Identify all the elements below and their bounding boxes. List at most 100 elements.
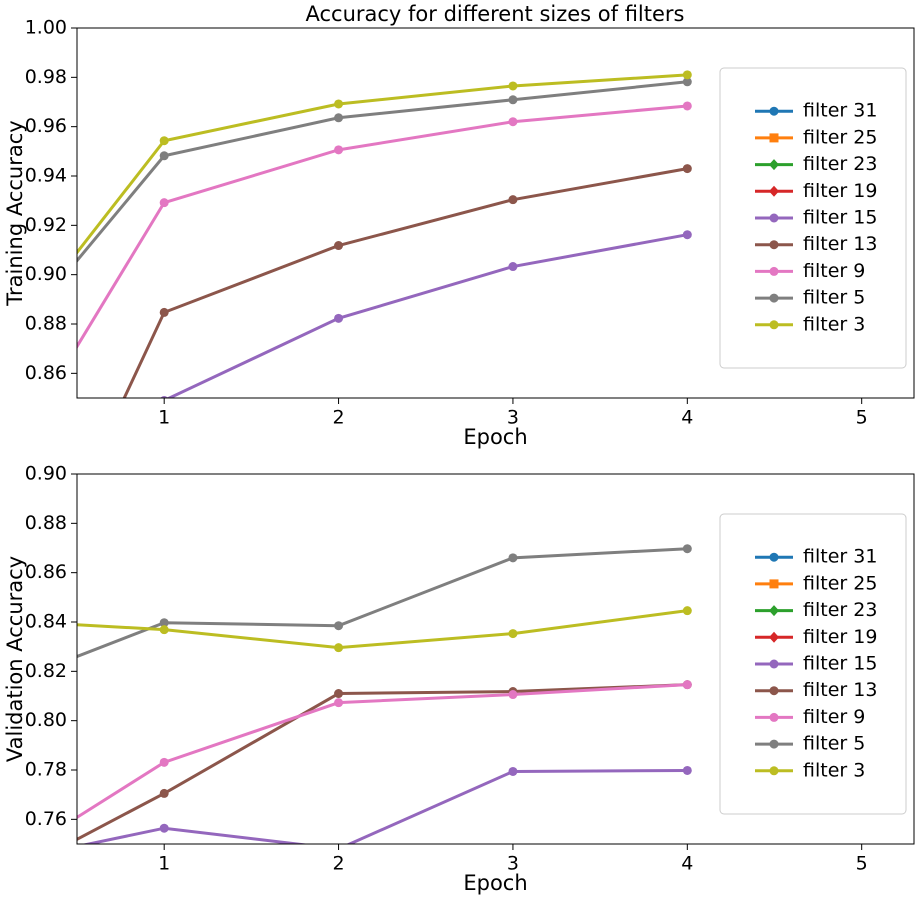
marker: [508, 262, 518, 272]
marker: [769, 605, 779, 617]
marker: [769, 159, 779, 171]
marker: [682, 765, 692, 775]
marker: [769, 293, 779, 303]
y-tick-label: 0.92: [25, 214, 67, 236]
marker: [769, 659, 779, 669]
marker: [334, 99, 344, 109]
marker: [769, 240, 779, 250]
legend-label: filter 23: [803, 153, 877, 175]
marker: [508, 95, 518, 105]
legend-box: [719, 513, 907, 815]
marker: [159, 625, 169, 635]
marker: [159, 823, 169, 833]
x-tick-label: 2: [333, 407, 345, 429]
y-tick-label: 1.00: [25, 17, 67, 39]
x-tick-label: 1: [158, 853, 170, 875]
x-tick-label: 5: [856, 407, 868, 429]
legend-label: filter 13: [803, 233, 877, 255]
marker: [508, 195, 518, 205]
series-line: [77, 609, 688, 650]
marker: [769, 106, 779, 116]
axes-frame: [76, 27, 915, 399]
marker: [769, 712, 779, 722]
series-line: [77, 547, 688, 659]
legend-label: filter 15: [803, 207, 877, 229]
x-tick-label: 3: [507, 853, 519, 875]
marker: [769, 185, 779, 197]
y-axis-label: Validation Accuracy: [3, 556, 27, 762]
legend-label: filter 23: [803, 599, 877, 621]
marker: [334, 621, 344, 631]
marker: [769, 739, 779, 749]
plot-area: [77, 70, 692, 398]
marker: [769, 766, 779, 776]
chart-title: Accuracy for different sizes of filters: [305, 2, 684, 26]
marker: [334, 313, 344, 323]
marker: [769, 631, 779, 643]
x-tick-label: 3: [507, 407, 519, 429]
marker: [159, 136, 169, 146]
axes-frame: [76, 473, 915, 845]
marker: [682, 544, 692, 554]
marker: [334, 145, 344, 155]
marker: [508, 690, 518, 700]
marker: [682, 606, 692, 616]
y-tick-label: 0.82: [25, 660, 67, 682]
legend-label: filter 25: [803, 126, 877, 148]
marker: [159, 618, 169, 628]
y-tick-label: 0.76: [25, 808, 67, 830]
marker: [769, 133, 779, 143]
marker: [159, 198, 169, 208]
marker: [160, 395, 168, 398]
marker: [682, 680, 692, 690]
y-tick-label: 0.94: [25, 165, 67, 187]
y-tick-label: 0.78: [25, 759, 67, 781]
marker: [159, 151, 169, 161]
x-axis-label: Epoch: [463, 871, 527, 895]
y-axis-label: Training Accuracy: [3, 120, 27, 306]
series-line: [77, 80, 688, 263]
marker: [159, 788, 169, 798]
legend-label: filter 31: [803, 546, 877, 568]
y-tick-label: 0.96: [25, 115, 67, 137]
marker: [682, 230, 692, 240]
x-tick-label: 1: [158, 407, 170, 429]
marker: [769, 686, 779, 696]
plot-area: [77, 544, 692, 844]
legend-label: filter 9: [803, 706, 865, 728]
marker: [508, 629, 518, 639]
y-tick-label: 0.80: [25, 709, 67, 731]
marker: [682, 164, 692, 174]
marker: [769, 579, 779, 589]
legend-label: filter 3: [803, 313, 865, 335]
marker: [682, 77, 692, 87]
legend-label: filter 13: [803, 679, 877, 701]
marker: [334, 643, 344, 653]
legend-label: filter 19: [803, 180, 877, 202]
y-tick-label: 0.90: [25, 463, 67, 485]
marker: [769, 552, 779, 562]
y-tick-label: 0.90: [25, 263, 67, 285]
y-tick-label: 0.86: [25, 362, 67, 384]
marker: [508, 81, 518, 91]
marker: [682, 101, 692, 111]
y-tick-label: 0.88: [25, 313, 67, 335]
x-tick-label: 2: [333, 853, 345, 875]
marker: [334, 241, 344, 251]
legend-label: filter 31: [803, 100, 877, 122]
x-tick-label: 4: [681, 853, 693, 875]
legend-label: filter 5: [803, 287, 865, 309]
marker: [508, 766, 518, 776]
x-tick-label: 4: [681, 407, 693, 429]
series-line: [81, 768, 688, 844]
marker: [508, 117, 518, 127]
y-tick-label: 0.88: [25, 512, 67, 534]
marker: [682, 70, 692, 80]
marker: [769, 320, 779, 330]
marker: [769, 213, 779, 223]
legend-label: filter 5: [803, 733, 865, 755]
marker: [769, 266, 779, 276]
legend-box: [719, 67, 907, 369]
marker: [334, 113, 344, 123]
